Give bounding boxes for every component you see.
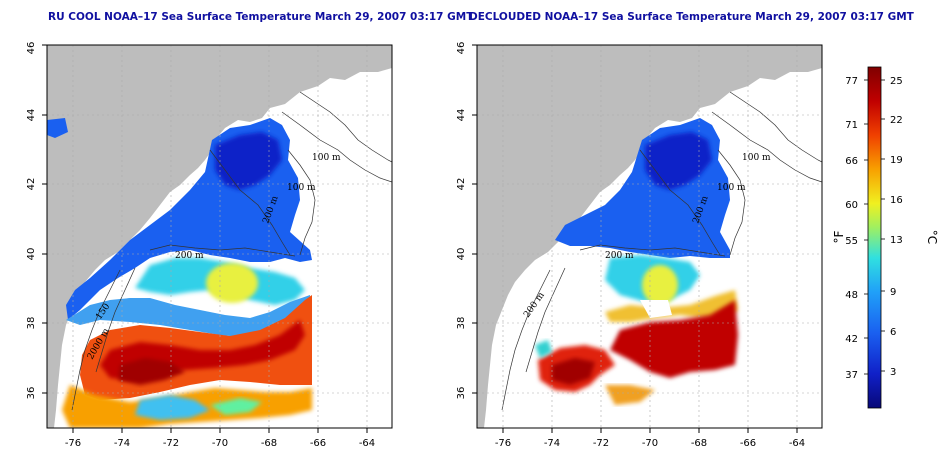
left-lon-tick: -76	[65, 438, 81, 449]
right-contour-label: 100 m	[717, 183, 746, 193]
colorbar-gradient	[867, 66, 882, 409]
right-lon-tick: -72	[593, 438, 609, 449]
left-lon-tick: -72	[163, 438, 179, 449]
colorbar-fahrenheit-tick: 48	[845, 290, 858, 301]
colorbar-fahrenheit-tick: 71	[845, 120, 858, 131]
left-lon-tick: -74	[114, 438, 130, 449]
left-lat-tick: 44	[26, 109, 37, 122]
left-map-panel: 100 m 100 m 200 m 200 m 150 2000 m -76 -…	[26, 42, 393, 449]
right-lat-tick: 44	[456, 109, 467, 122]
left-lat-tick: 42	[26, 178, 37, 191]
colorbar-celsius-tick: 16	[890, 195, 903, 206]
left-contour-label: 200 m	[175, 251, 204, 261]
colorbar-celsius-tick: 9	[890, 287, 896, 298]
left-lat-tick: 40	[26, 248, 37, 261]
colorbar-fahrenheit-tick: 37	[845, 370, 858, 381]
right-lat-tick: 38	[456, 317, 467, 330]
left-lat-tick: 46	[26, 42, 37, 55]
right-bathymetry-contours	[501, 91, 822, 411]
colorbar-fahrenheit-tick: 42	[845, 334, 858, 345]
left-contour-label: 100 m	[312, 153, 341, 163]
right-grid	[477, 45, 822, 428]
left-lat-tick: 36	[26, 387, 37, 400]
right-map-panel: 100 m 100 m 200 m 200 m 200 m -76 -74 -7…	[456, 42, 823, 449]
colorbar-celsius-tick: 13	[890, 235, 903, 246]
right-sst-field	[535, 118, 738, 405]
colorbar-fahrenheit-tick: 66	[845, 156, 858, 167]
right-contour-label: 200 m	[605, 251, 634, 261]
left-contour-label: 100 m	[287, 183, 316, 193]
right-lon-tick: -70	[642, 438, 658, 449]
left-lon-tick: -64	[359, 438, 375, 449]
colorbar-fahrenheit-tick: 55	[845, 236, 858, 247]
left-lon-tick: -68	[261, 438, 277, 449]
left-bathymetry-contours	[71, 91, 392, 411]
right-lat-tick: 42	[456, 178, 467, 191]
left-grid	[47, 45, 392, 428]
right-contour-label: 100 m	[742, 153, 771, 163]
colorbar-fahrenheit-tick: 77	[845, 76, 858, 87]
left-map-title: RU COOL NOAA–17 Sea Surface Temperature …	[48, 11, 474, 23]
right-lon-tick: -68	[691, 438, 707, 449]
right-lat-tick: 46	[456, 42, 467, 55]
right-lon-tick: -64	[789, 438, 805, 449]
colorbar-fahrenheit-unit: °F	[832, 230, 846, 243]
right-land	[477, 45, 822, 428]
colorbar-celsius-tick: 19	[890, 155, 903, 166]
colorbar-celsius-tick: 3	[890, 367, 896, 378]
colorbar-celsius-tick: 6	[890, 327, 896, 338]
left-sst-field	[47, 118, 312, 428]
right-lon-tick: -76	[495, 438, 511, 449]
left-land	[47, 45, 392, 428]
right-lat-tick: 36	[456, 387, 467, 400]
left-lon-tick: -70	[212, 438, 228, 449]
right-lon-tick: -74	[544, 438, 560, 449]
colorbar-celsius-tick: 22	[890, 115, 903, 126]
colorbar: 77 71 66 60 55 48 42 37 25 22 19 16 13 9…	[832, 66, 939, 409]
colorbar-fahrenheit-tick: 60	[845, 200, 858, 211]
left-lat-tick: 38	[26, 317, 37, 330]
colorbar-celsius-unit: °C	[925, 230, 939, 244]
colorbar-celsius-tick: 25	[890, 76, 903, 87]
right-map-title: DECLOUDED NOAA–17 Sea Surface Temperatur…	[469, 11, 914, 23]
right-lon-tick: -66	[740, 438, 756, 449]
right-lat-tick: 40	[456, 248, 467, 261]
left-lon-tick: -66	[310, 438, 326, 449]
